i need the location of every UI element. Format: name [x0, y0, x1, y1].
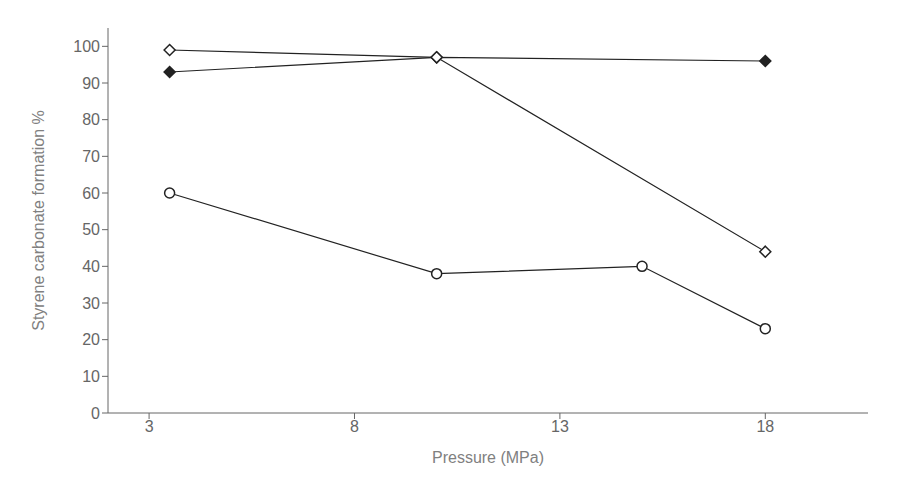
svg-text:80: 80: [82, 111, 100, 128]
svg-text:3: 3: [145, 418, 154, 435]
svg-text:90: 90: [82, 75, 100, 92]
svg-text:50: 50: [82, 221, 100, 238]
svg-text:40: 40: [82, 258, 100, 275]
svg-text:10: 10: [82, 368, 100, 385]
svg-text:0: 0: [91, 405, 100, 422]
svg-text:Styrene carbonate formation %: Styrene carbonate formation %: [30, 110, 47, 331]
svg-text:70: 70: [82, 148, 100, 165]
svg-text:8: 8: [350, 418, 359, 435]
svg-text:Pressure (MPa): Pressure (MPa): [432, 449, 544, 466]
svg-text:100: 100: [73, 38, 100, 55]
svg-text:18: 18: [756, 418, 774, 435]
svg-text:20: 20: [82, 331, 100, 348]
svg-text:30: 30: [82, 295, 100, 312]
svg-text:60: 60: [82, 185, 100, 202]
svg-text:13: 13: [551, 418, 569, 435]
